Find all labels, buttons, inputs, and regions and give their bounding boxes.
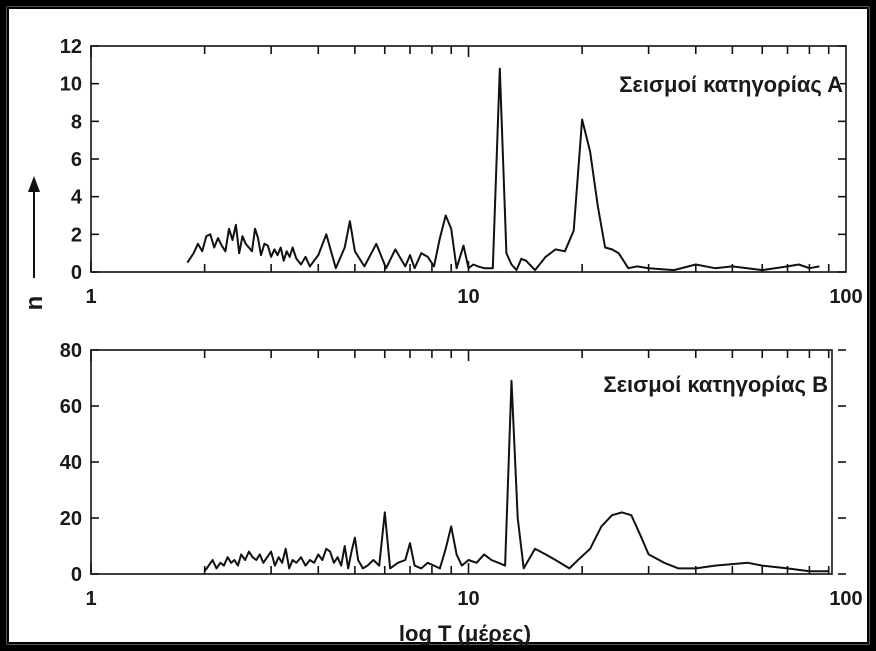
y-tick-labels: 0 20 40 60 80 — [60, 340, 82, 586]
panel-title: Σεισμοί κατηγορίας Β — [603, 372, 828, 397]
y-axis-label-group: n — [21, 176, 48, 310]
y-tick-label: 8 — [71, 111, 82, 133]
x-tick-label: 1 — [85, 286, 96, 308]
x-tick-label: 100 — [829, 286, 862, 308]
axis-ticks — [90, 45, 846, 273]
y-tick-label: 80 — [60, 340, 82, 362]
x-tick-labels: 1 10 100 — [85, 588, 862, 610]
panel-category-a: 0 2 4 6 8 10 12 1 10 100 Σεισμοί κατηγορίας Α — [60, 36, 863, 308]
title-backdrop — [534, 70, 840, 98]
panel-category-b: 0 20 40 60 80 1 10 100 Σεισμοί κατηγορίας Β — [60, 340, 863, 610]
x-tick-labels: 1 10 100 — [85, 286, 862, 308]
title-backdrop — [534, 370, 830, 398]
x-axis-label: log T (μέρες) — [399, 621, 531, 646]
series-line — [186, 67, 820, 272]
x-tick-label: 10 — [457, 588, 479, 610]
y-tick-label: 4 — [71, 187, 83, 209]
y-tick-label: 12 — [60, 36, 82, 58]
y-tick-label: 20 — [60, 508, 82, 530]
y-axis-label: n — [21, 296, 48, 311]
y-tick-labels: 0 2 4 6 8 10 12 — [60, 36, 83, 284]
x-tick-label: 100 — [829, 588, 862, 610]
axis-ticks — [90, 349, 846, 575]
x-tick-label: 10 — [457, 286, 479, 308]
y-tick-label: 6 — [71, 149, 82, 171]
x-tick-label: 1 — [85, 588, 96, 610]
y-tick-label: 60 — [60, 396, 82, 418]
figure-inner-panel — [7, 7, 869, 644]
y-tick-label: 10 — [60, 74, 82, 96]
y-tick-label: 0 — [71, 564, 82, 586]
panel-title: Σεισμοί κατηγορίας Α — [619, 72, 843, 97]
y-tick-label: 40 — [60, 452, 82, 474]
series-line — [203, 379, 829, 573]
y-tick-label: 2 — [71, 224, 82, 246]
y-tick-label: 0 — [71, 262, 82, 284]
up-arrow-icon — [28, 176, 40, 192]
